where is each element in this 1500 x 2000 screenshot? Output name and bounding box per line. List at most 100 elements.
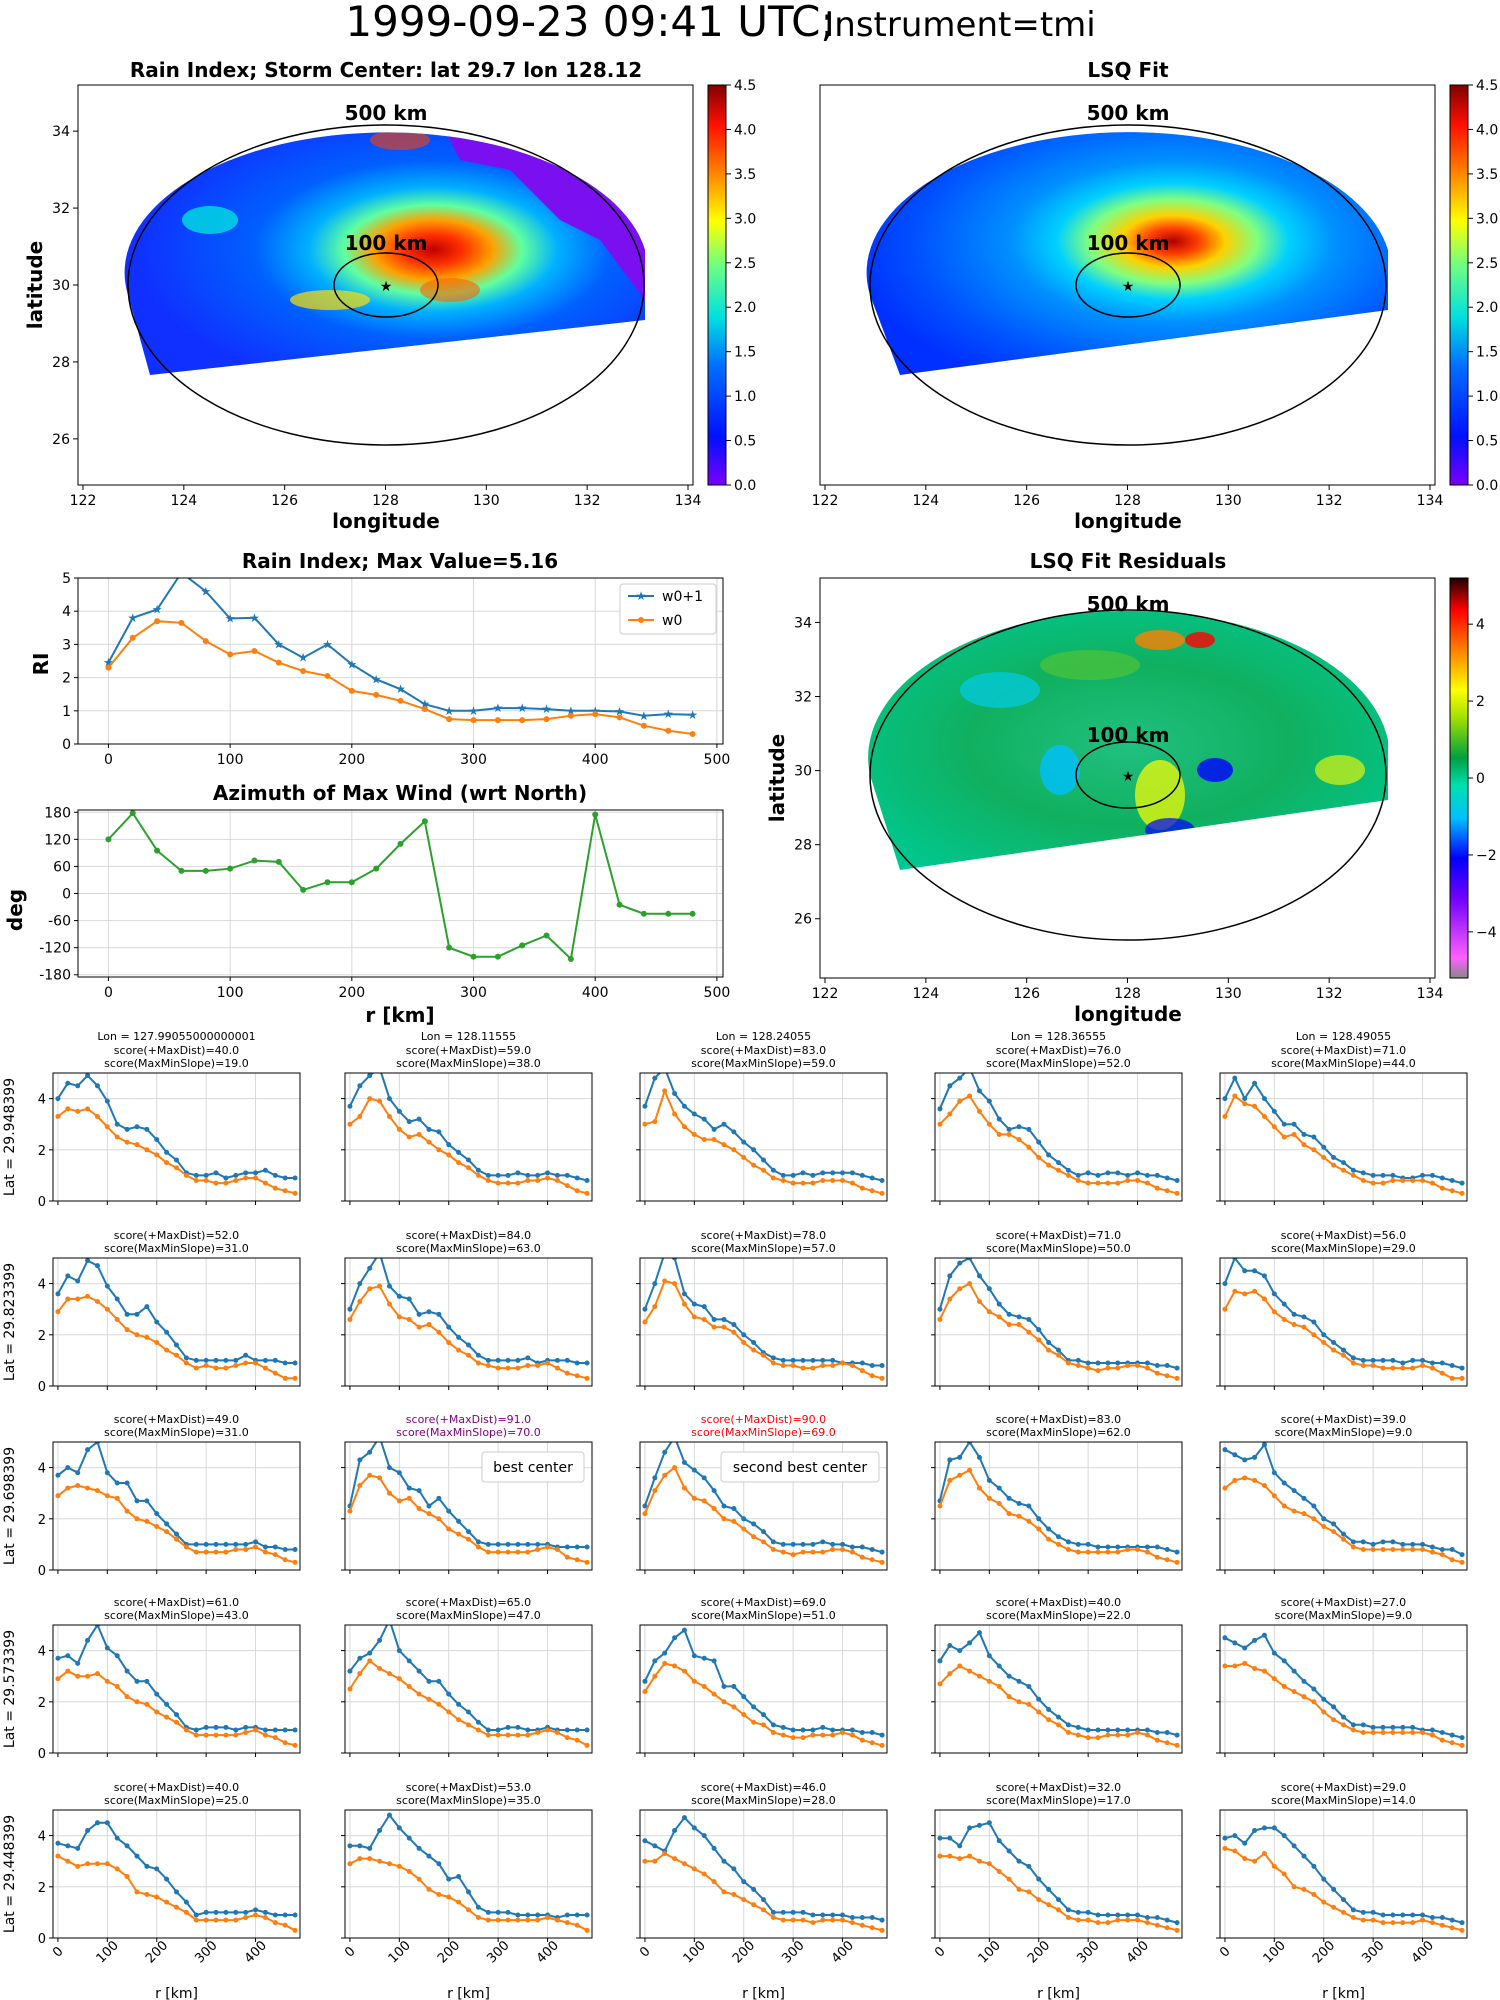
data-point xyxy=(183,1172,189,1178)
data-point xyxy=(761,1907,766,1913)
data-point xyxy=(640,722,647,729)
data-point xyxy=(134,1699,140,1705)
data-point xyxy=(485,1363,491,1369)
data-point xyxy=(272,1544,278,1550)
data-point xyxy=(1281,1134,1287,1140)
data-point xyxy=(830,1541,836,1547)
data-point xyxy=(1164,1925,1170,1931)
data-point xyxy=(1380,1357,1386,1363)
data-point xyxy=(957,1472,963,1478)
data-point xyxy=(1232,1640,1238,1646)
xtick-label: 0 xyxy=(104,752,113,768)
data-point xyxy=(662,1449,668,1455)
residuals-map-xticks: 122 124 126 128 130 132 134 xyxy=(812,978,1443,1002)
data-point xyxy=(535,1912,541,1918)
data-point xyxy=(114,1134,120,1140)
data-point xyxy=(300,886,307,893)
data-point xyxy=(1410,1178,1416,1184)
cell-score-maxdist: score(+MaxDist)=49.0 xyxy=(114,1413,239,1426)
data-point xyxy=(564,1735,570,1741)
data-point xyxy=(986,1495,992,1501)
data-point xyxy=(55,1472,61,1478)
data-point xyxy=(770,1175,776,1181)
data-point xyxy=(741,1712,747,1718)
data-point xyxy=(721,1324,727,1330)
data-point xyxy=(466,1157,471,1163)
data-point xyxy=(282,1922,288,1928)
data-point xyxy=(446,1709,452,1715)
data-point xyxy=(1154,1737,1160,1743)
data-point xyxy=(124,1327,130,1333)
cell-score-maxminslope: score(MaxMinSlope)=57.0 xyxy=(691,1242,836,1255)
data-point xyxy=(840,1917,846,1923)
data-point xyxy=(1105,1365,1111,1371)
data-point xyxy=(213,1732,219,1738)
data-point xyxy=(986,1820,992,1826)
data-point xyxy=(1164,1547,1170,1553)
data-point xyxy=(1400,1724,1406,1730)
data-point xyxy=(1341,1167,1346,1173)
data-point xyxy=(272,1727,278,1733)
data-point xyxy=(996,1868,1002,1874)
data-point xyxy=(446,1152,452,1158)
data-point: ★ xyxy=(346,657,357,671)
cell-score-maxdist: score(+MaxDist)=46.0 xyxy=(701,1781,826,1794)
xtick-label: 100 xyxy=(217,985,244,1001)
data-point xyxy=(1144,1180,1150,1186)
data-point xyxy=(937,1681,943,1687)
colorbar-tick-label: 3.0 xyxy=(1476,211,1498,227)
data-point xyxy=(652,1075,658,1081)
data-point xyxy=(1174,1559,1180,1565)
data-point xyxy=(1301,1142,1307,1148)
data-point xyxy=(574,1360,580,1366)
map-xtick-label: 122 xyxy=(812,986,839,1002)
data-point xyxy=(1311,1332,1317,1338)
data-point xyxy=(652,1281,658,1287)
data-point xyxy=(485,1909,491,1915)
data-point xyxy=(665,910,672,917)
data-point xyxy=(574,1175,580,1181)
cell-score-maxminslope: score(MaxMinSlope)=51.0 xyxy=(691,1609,836,1622)
data-point xyxy=(282,1175,288,1181)
data-point xyxy=(233,1178,239,1184)
data-point xyxy=(672,1856,678,1862)
data-point xyxy=(642,1319,648,1325)
cell-xlabel: r [km] xyxy=(1037,1986,1080,2000)
data-point xyxy=(164,1899,170,1905)
data-point xyxy=(672,1111,678,1117)
chart-ylabel: RI xyxy=(29,653,53,676)
data-point xyxy=(525,1172,531,1178)
data-point xyxy=(134,1498,140,1504)
data-point xyxy=(357,1671,363,1677)
data-point xyxy=(426,1139,432,1145)
cell-xlabel: r [km] xyxy=(742,1986,785,2000)
data-point xyxy=(1261,1096,1267,1102)
data-point xyxy=(780,1549,786,1555)
data-point xyxy=(1410,1541,1416,1547)
data-point xyxy=(986,1098,992,1104)
data-point xyxy=(1006,1311,1012,1317)
data-point xyxy=(711,1845,717,1851)
data-point xyxy=(233,1917,239,1923)
cell-score-maxdist: score(+MaxDist)=59.0 xyxy=(406,1044,531,1057)
data-point xyxy=(770,1355,776,1361)
ring-500km xyxy=(127,124,645,446)
colorbar-tick-label: 2.0 xyxy=(1476,300,1498,316)
data-point xyxy=(642,1838,648,1844)
data-point: ★ xyxy=(517,701,528,715)
data-point xyxy=(1174,1375,1180,1381)
data-point xyxy=(85,1827,91,1833)
data-point xyxy=(810,1549,816,1555)
data-point xyxy=(751,1902,757,1908)
data-point xyxy=(485,1732,491,1738)
data-point xyxy=(495,1180,501,1186)
data-point xyxy=(367,1096,373,1102)
data-point xyxy=(1144,1915,1150,1921)
data-point xyxy=(1232,1477,1238,1483)
data-point xyxy=(1016,1322,1022,1328)
data-point xyxy=(1252,1827,1258,1833)
svg-text:★: ★ xyxy=(636,589,647,603)
cell-score-maxdist: score(+MaxDist)=83.0 xyxy=(701,1044,826,1057)
data-point xyxy=(869,1740,875,1746)
data-point xyxy=(1135,1730,1141,1736)
